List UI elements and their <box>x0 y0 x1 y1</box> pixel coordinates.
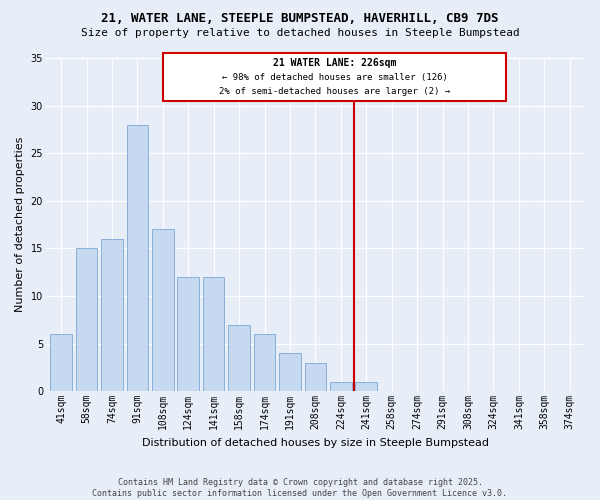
Text: Size of property relative to detached houses in Steeple Bumpstead: Size of property relative to detached ho… <box>80 28 520 38</box>
Bar <box>355 382 377 391</box>
Bar <box>50 334 72 391</box>
Bar <box>163 53 506 101</box>
Bar <box>305 362 326 391</box>
Text: 21 WATER LANE: 226sqm: 21 WATER LANE: 226sqm <box>273 58 396 68</box>
Bar <box>101 239 123 391</box>
Bar <box>279 353 301 391</box>
Bar <box>229 324 250 391</box>
Text: 21, WATER LANE, STEEPLE BUMPSTEAD, HAVERHILL, CB9 7DS: 21, WATER LANE, STEEPLE BUMPSTEAD, HAVER… <box>101 12 499 26</box>
Bar <box>178 277 199 391</box>
Text: Contains HM Land Registry data © Crown copyright and database right 2025.
Contai: Contains HM Land Registry data © Crown c… <box>92 478 508 498</box>
Bar <box>254 334 275 391</box>
Bar <box>127 124 148 391</box>
Bar <box>330 382 352 391</box>
Bar <box>76 248 97 391</box>
Text: 2% of semi-detached houses are larger (2) →: 2% of semi-detached houses are larger (2… <box>219 87 450 96</box>
X-axis label: Distribution of detached houses by size in Steeple Bumpstead: Distribution of detached houses by size … <box>142 438 489 448</box>
Bar <box>152 230 173 391</box>
Text: ← 98% of detached houses are smaller (126): ← 98% of detached houses are smaller (12… <box>221 72 448 82</box>
Y-axis label: Number of detached properties: Number of detached properties <box>15 137 25 312</box>
Bar <box>203 277 224 391</box>
